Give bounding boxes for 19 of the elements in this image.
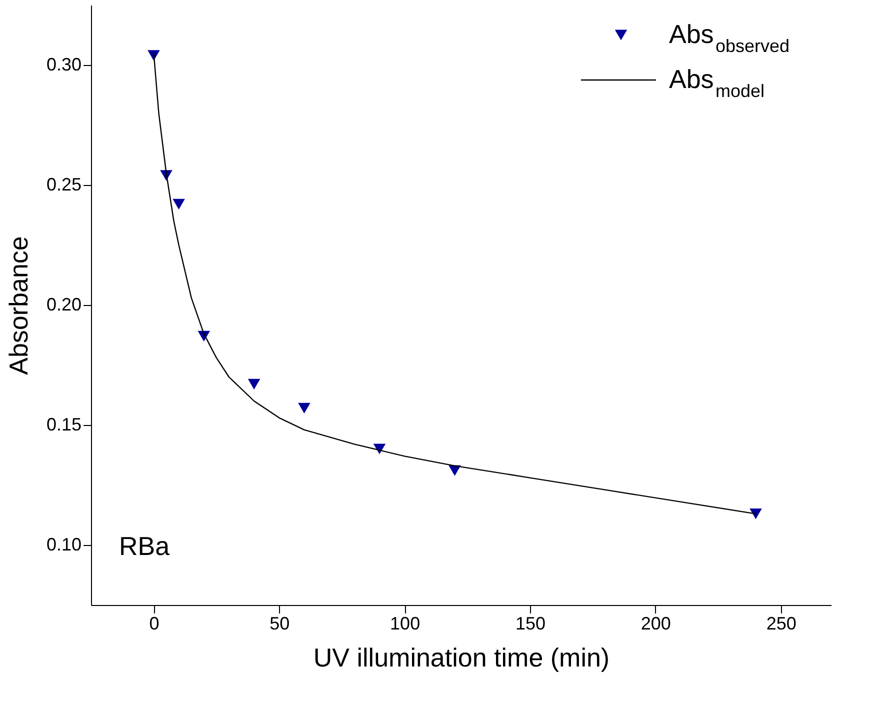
y-axis-title: Absorbance	[3, 236, 34, 375]
x-axis-title: UV illumination time (min)	[313, 642, 610, 672]
y-tick-label: 0.30	[46, 54, 82, 74]
y-tick-label: 0.20	[46, 294, 82, 314]
y-tick-label: 0.15	[46, 414, 82, 434]
x-tick-label: 150	[515, 614, 546, 634]
y-tick-label: 0.10	[46, 534, 82, 554]
x-tick-label: 0	[149, 614, 160, 634]
point	[298, 402, 310, 414]
point	[373, 444, 386, 454]
point	[172, 198, 185, 210]
y-tick-label: 0.25	[46, 174, 82, 194]
x-tick-label: 200	[640, 614, 671, 634]
point	[248, 378, 260, 390]
x-tick-label: 50	[270, 614, 290, 634]
annotation: RBa	[119, 531, 170, 561]
x-tick-label: 250	[766, 614, 796, 634]
x-tick-label: 100	[390, 614, 420, 634]
point	[750, 508, 762, 520]
